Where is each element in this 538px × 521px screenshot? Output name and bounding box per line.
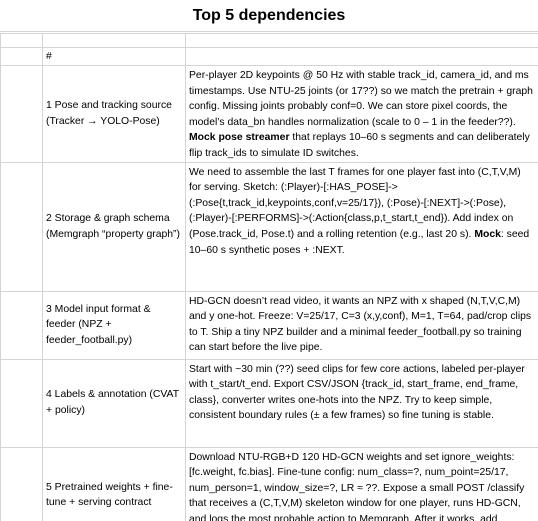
sheet-title: Top 5 dependencies <box>0 0 538 32</box>
table-row: 2 Storage & graph schema (Memgraph “prop… <box>0 161 538 292</box>
dependencies-table: # 1 Pose and tracking source (Tracker → … <box>0 33 538 521</box>
cell[interactable] <box>0 446 43 521</box>
dependency-desc-cell[interactable]: HD-GCN doesn’t read video, it wants an N… <box>185 290 538 360</box>
cell[interactable] <box>0 290 43 360</box>
dependency-name-cell[interactable]: 3 Model input format & feeder (NPZ + fee… <box>42 290 186 360</box>
dependency-name-cell[interactable]: 5 Pretrained weights + fine-tune + servi… <box>42 446 186 521</box>
cell[interactable] <box>0 358 43 448</box>
dependency-desc-cell[interactable]: Download NTU-RGB+D 120 HD-GCN weights an… <box>185 446 538 521</box>
cell[interactable] <box>185 33 538 48</box>
index-header-cell[interactable]: # <box>42 47 186 66</box>
table-row: 4 Labels & annotation (CVAT + policy) St… <box>0 358 538 448</box>
cell[interactable] <box>185 47 538 66</box>
dependency-desc-cell[interactable]: We need to assemble the last T frames fo… <box>185 161 538 292</box>
desc-bold-text: Mock pose streamer <box>189 132 290 144</box>
table-row: 1 Pose and tracking source (Tracker → YO… <box>0 65 538 163</box>
dependency-name-cell[interactable]: 2 Storage & graph schema (Memgraph “prop… <box>42 161 186 292</box>
desc-text: that replays 10–60 s segments and can de… <box>189 132 530 159</box>
cell[interactable] <box>0 33 43 48</box>
cell[interactable] <box>42 33 186 48</box>
dependency-desc-cell[interactable]: Per-player 2D keypoints @ 50 Hz with sta… <box>185 65 538 163</box>
table-row: 5 Pretrained weights + fine-tune + servi… <box>0 446 538 521</box>
blank-row <box>0 33 538 48</box>
desc-bold-text: Mock <box>474 228 501 240</box>
dependency-name-cell[interactable]: 1 Pose and tracking source (Tracker → YO… <box>42 65 186 163</box>
desc-text: HD-GCN doesn’t read video, it wants an N… <box>189 295 532 354</box>
desc-text: We need to assemble the last T frames fo… <box>189 166 521 240</box>
desc-text: : seed 10–60 s synthetic poses + :NEXT. <box>189 228 530 256</box>
dependency-desc-cell[interactable]: Start with ~30 min (??) seed clips for f… <box>185 358 538 448</box>
desc-text: Per-player 2D keypoints @ 50 Hz with sta… <box>189 70 533 128</box>
cell[interactable] <box>0 47 43 66</box>
desc-text: Start with ~30 min (??) seed clips for f… <box>189 363 525 422</box>
table-row: 3 Model input format & feeder (NPZ + fee… <box>0 290 538 360</box>
dependency-name-cell[interactable]: 4 Labels & annotation (CVAT + policy) <box>42 358 186 448</box>
desc-text: Download NTU-RGB+D 120 HD-GCN weights an… <box>189 451 525 521</box>
header-row: # <box>0 47 538 66</box>
cell[interactable] <box>0 161 43 292</box>
cell[interactable] <box>0 65 43 163</box>
